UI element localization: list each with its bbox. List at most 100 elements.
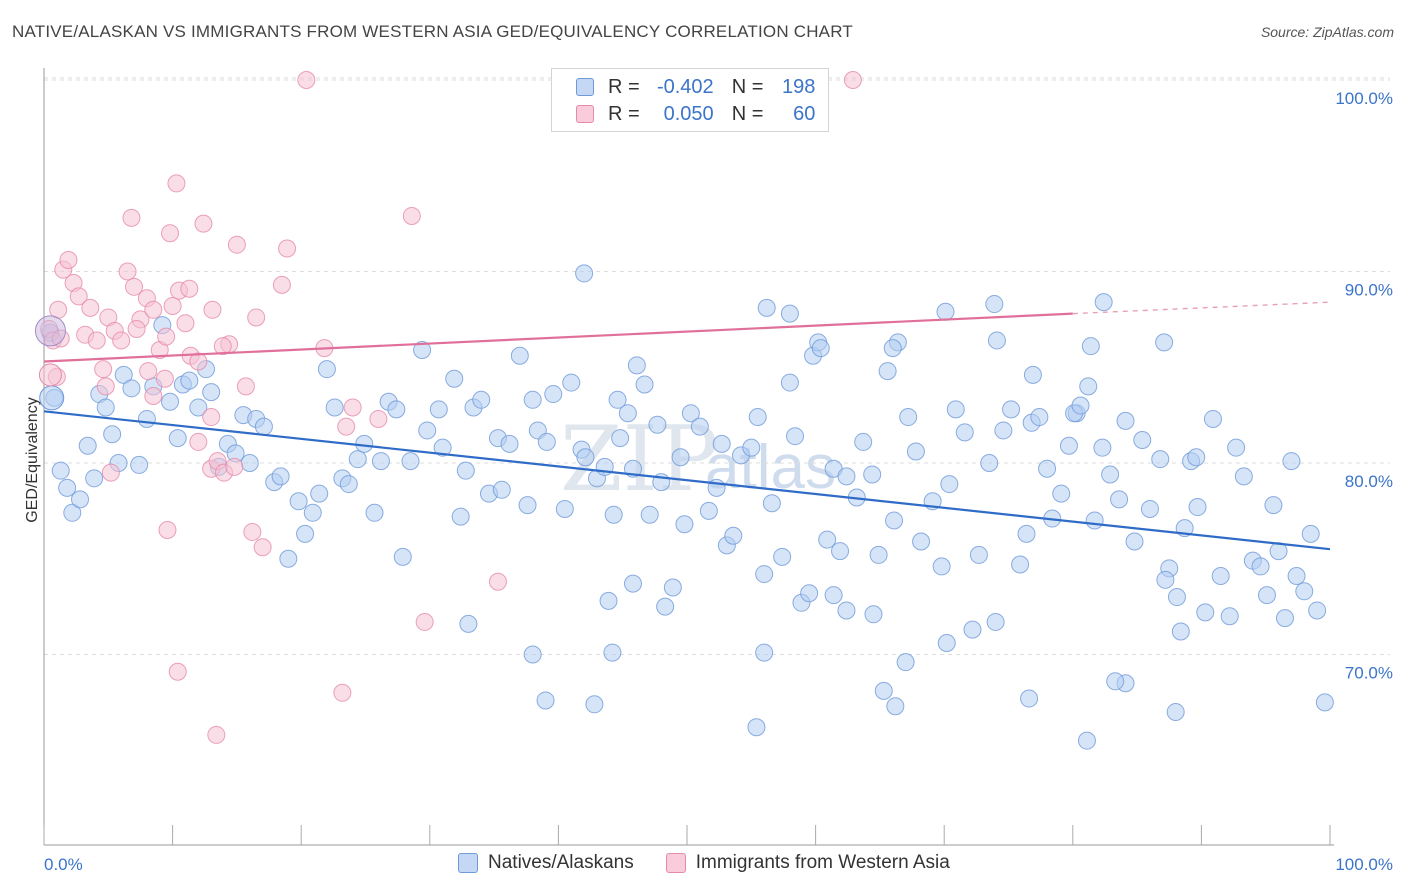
trend-line-immigrants bbox=[43, 312, 1073, 363]
immigrant-point bbox=[155, 369, 174, 388]
immigrant-point bbox=[144, 300, 163, 319]
native-point bbox=[310, 484, 329, 503]
native-point bbox=[635, 375, 654, 394]
native-point bbox=[1101, 465, 1120, 484]
native-point bbox=[690, 417, 709, 436]
native-point bbox=[433, 438, 452, 457]
native-point bbox=[168, 429, 187, 448]
immigrant-point bbox=[122, 208, 141, 227]
native-point bbox=[1023, 365, 1042, 384]
native-point bbox=[932, 557, 951, 576]
native-point bbox=[387, 400, 406, 419]
native-point bbox=[671, 448, 690, 467]
native-point bbox=[955, 423, 974, 442]
native-point bbox=[303, 503, 322, 522]
y-tick-label: 70.0% bbox=[1345, 664, 1393, 683]
immigrant-point bbox=[69, 287, 88, 306]
native-point bbox=[1079, 377, 1098, 396]
native-point bbox=[500, 434, 519, 453]
native-point bbox=[122, 379, 141, 398]
immigrant-point bbox=[207, 725, 226, 744]
native-point bbox=[712, 434, 731, 453]
series-legend-natives[interactable]: Natives/Alaskans bbox=[458, 852, 634, 874]
data-points bbox=[34, 71, 1334, 750]
immigrant-point bbox=[81, 298, 100, 317]
native-point bbox=[1052, 484, 1071, 503]
immigrant-point bbox=[189, 432, 208, 451]
native-point bbox=[878, 362, 897, 381]
immigrant-point bbox=[202, 408, 221, 427]
immigrant-point bbox=[343, 398, 362, 417]
native-point bbox=[747, 718, 766, 737]
native-point bbox=[1301, 524, 1320, 543]
immigrant-point bbox=[127, 319, 146, 338]
immigrant-point bbox=[176, 314, 195, 333]
native-point bbox=[940, 475, 959, 494]
native-point bbox=[755, 565, 774, 584]
native-point bbox=[348, 450, 367, 469]
native-point bbox=[854, 432, 873, 451]
immigrant-point bbox=[194, 214, 213, 233]
native-point bbox=[1287, 566, 1306, 585]
immigrant-point bbox=[333, 683, 352, 702]
immigrant-point bbox=[158, 521, 177, 540]
native-point bbox=[1110, 490, 1129, 509]
native-point bbox=[937, 634, 956, 653]
native-point bbox=[339, 475, 358, 494]
series-legend-immigrants[interactable]: Immigrants from Western Asia bbox=[665, 852, 950, 874]
immigrant-point bbox=[94, 360, 113, 379]
native-point bbox=[985, 295, 1004, 314]
native-point bbox=[1093, 438, 1112, 457]
axes bbox=[43, 68, 1334, 846]
native-point bbox=[518, 496, 537, 515]
native-point bbox=[114, 365, 133, 384]
native-point bbox=[1203, 409, 1222, 428]
source-label: Source: ZipAtlas.com bbox=[1260, 24, 1394, 40]
native-point bbox=[623, 574, 642, 593]
immigrant-point bbox=[272, 275, 291, 294]
native-point bbox=[603, 643, 622, 662]
native-point bbox=[864, 605, 883, 624]
immigrant-point bbox=[163, 296, 182, 315]
legend-n-label: N = bbox=[731, 75, 764, 98]
native-point bbox=[681, 404, 700, 423]
native-point bbox=[189, 398, 208, 417]
native-point bbox=[63, 503, 82, 522]
native-point bbox=[773, 547, 792, 566]
native-point bbox=[885, 511, 904, 530]
native-point bbox=[1038, 459, 1057, 478]
y-tick-label: 100.0% bbox=[1335, 89, 1393, 108]
native-point bbox=[800, 584, 819, 603]
immigrant-point bbox=[243, 522, 262, 541]
native-point bbox=[963, 620, 982, 639]
native-point bbox=[675, 515, 694, 534]
legend-row-natives: R = -0.402 N = 198 bbox=[576, 74, 815, 100]
native-point bbox=[296, 524, 315, 543]
native-point bbox=[289, 492, 308, 511]
native-point bbox=[1030, 408, 1049, 427]
immigrant-point bbox=[488, 572, 507, 591]
native-point bbox=[656, 597, 675, 616]
chart-title: NATIVE/ALASKAN VS IMMIGRANTS FROM WESTER… bbox=[12, 22, 853, 41]
immigrant-point bbox=[843, 71, 862, 89]
immigrant-point bbox=[112, 331, 131, 350]
immigrant-point bbox=[139, 362, 158, 381]
native-point bbox=[271, 467, 290, 486]
immigrant-point bbox=[369, 409, 388, 428]
native-point bbox=[1315, 693, 1334, 712]
series-swatch-immigrants bbox=[665, 853, 686, 873]
trend-lines bbox=[43, 301, 1331, 551]
native-point bbox=[58, 478, 77, 497]
native-point bbox=[863, 465, 882, 484]
native-point bbox=[837, 601, 856, 620]
legend-r-label: R = bbox=[608, 75, 640, 98]
trend-line-natives bbox=[43, 410, 1331, 551]
native-point bbox=[103, 425, 122, 444]
native-point bbox=[748, 408, 767, 427]
native-point bbox=[663, 578, 682, 597]
legend-r-value-natives: -0.402 bbox=[656, 75, 714, 98]
native-point bbox=[1011, 555, 1030, 574]
native-point bbox=[724, 526, 743, 545]
immigrant-point bbox=[38, 363, 62, 387]
immigrant-point bbox=[253, 538, 272, 557]
